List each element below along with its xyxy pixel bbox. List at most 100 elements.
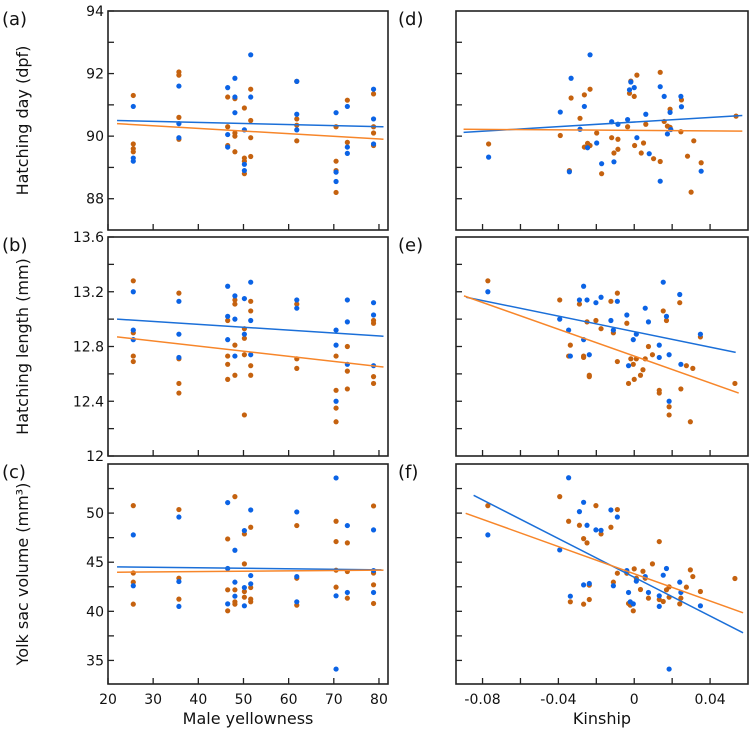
y-tick-label: 12.4 bbox=[73, 394, 104, 410]
data-point-orange bbox=[370, 320, 377, 326]
data-point-orange bbox=[333, 353, 339, 359]
panel-d: (d) bbox=[398, 9, 749, 231]
data-point-orange bbox=[344, 139, 350, 145]
data-point-orange bbox=[625, 380, 632, 387]
data-point-orange bbox=[577, 115, 583, 121]
data-point-blue bbox=[630, 601, 636, 607]
data-point-orange bbox=[657, 158, 663, 165]
data-point-orange bbox=[660, 598, 666, 605]
data-point-orange bbox=[176, 390, 182, 396]
data-point-orange bbox=[624, 320, 630, 326]
data-point-blue bbox=[344, 297, 350, 303]
y-tick-label: 50 bbox=[86, 506, 104, 522]
data-point-blue bbox=[634, 135, 640, 141]
data-point-orange bbox=[678, 595, 684, 601]
data-point-blue bbox=[344, 150, 350, 156]
data-point-orange bbox=[581, 354, 587, 361]
data-point-blue bbox=[598, 527, 604, 533]
panel-label: (c) bbox=[2, 462, 26, 483]
data-point-orange bbox=[567, 599, 573, 605]
data-point-blue bbox=[176, 578, 182, 585]
data-point-blue bbox=[645, 319, 652, 325]
data-point-blue bbox=[666, 352, 672, 358]
data-point-orange bbox=[333, 584, 339, 590]
data-point-orange bbox=[688, 189, 694, 195]
data-point-orange bbox=[690, 573, 696, 580]
data-point-blue bbox=[599, 161, 605, 167]
series-orange bbox=[485, 278, 738, 425]
data-point-orange bbox=[294, 522, 300, 529]
data-point-blue bbox=[248, 94, 254, 100]
data-point-blue bbox=[176, 603, 182, 610]
data-point-orange bbox=[370, 582, 377, 588]
y-tick-label: 94 bbox=[86, 4, 104, 20]
data-point-blue bbox=[557, 316, 563, 322]
data-point-orange bbox=[241, 105, 247, 111]
data-point-orange bbox=[333, 405, 339, 411]
data-point-orange bbox=[586, 374, 592, 380]
data-point-orange bbox=[557, 132, 563, 139]
data-point-blue bbox=[130, 532, 136, 538]
data-point-blue bbox=[625, 589, 632, 596]
data-point-blue bbox=[485, 289, 491, 295]
data-point-orange bbox=[241, 588, 247, 595]
data-point-blue bbox=[567, 593, 573, 599]
x-tick-label: 30 bbox=[144, 692, 162, 708]
data-point-blue bbox=[130, 103, 136, 110]
data-point-blue bbox=[614, 514, 620, 520]
data-point-blue bbox=[344, 103, 350, 110]
data-point-blue bbox=[344, 522, 350, 529]
data-point-blue bbox=[581, 103, 587, 110]
data-point-blue bbox=[678, 93, 684, 100]
data-point-orange bbox=[628, 356, 634, 362]
data-point-orange bbox=[225, 376, 231, 382]
data-point-blue bbox=[624, 312, 630, 318]
data-point-orange bbox=[630, 361, 636, 367]
y-tick-label: 92 bbox=[86, 67, 104, 83]
data-point-blue bbox=[225, 337, 231, 343]
data-point-blue bbox=[677, 579, 683, 585]
data-point-orange bbox=[687, 419, 693, 425]
data-point-orange bbox=[598, 531, 604, 537]
data-point-blue bbox=[333, 327, 339, 333]
data-point-blue bbox=[248, 317, 254, 324]
data-point-blue bbox=[370, 86, 377, 92]
data-point-orange bbox=[248, 363, 254, 369]
data-point-blue bbox=[232, 353, 238, 359]
data-point-orange bbox=[370, 503, 377, 509]
data-point-orange bbox=[656, 596, 662, 603]
data-point-blue bbox=[130, 289, 136, 295]
data-point-blue bbox=[344, 319, 350, 325]
data-point-blue bbox=[645, 589, 652, 596]
data-point-orange bbox=[225, 353, 231, 359]
data-point-blue bbox=[667, 109, 673, 115]
data-point-blue bbox=[633, 578, 639, 584]
data-point-blue bbox=[241, 603, 247, 609]
data-point-orange bbox=[344, 368, 350, 374]
data-point-blue bbox=[697, 331, 704, 337]
data-point-blue bbox=[656, 342, 662, 348]
data-point-blue bbox=[232, 316, 238, 322]
data-point-orange bbox=[225, 317, 231, 324]
data-point-blue bbox=[598, 294, 604, 300]
data-point-blue bbox=[593, 300, 599, 306]
data-point-blue bbox=[593, 527, 599, 533]
panel-label: (a) bbox=[2, 9, 27, 30]
fit-line-orange bbox=[116, 122, 384, 141]
panel-f: -0.08 -0.04 0 0.04 (f) Kinship bbox=[398, 462, 749, 728]
data-point-blue bbox=[225, 144, 231, 150]
x-tick-label: 0 bbox=[630, 692, 639, 708]
data-point-orange bbox=[232, 133, 238, 139]
data-point-blue bbox=[232, 94, 238, 100]
data-point-blue bbox=[294, 599, 300, 605]
data-point-blue bbox=[241, 295, 247, 302]
plot-frame bbox=[455, 236, 749, 457]
data-point-orange bbox=[678, 129, 684, 135]
data-point-orange bbox=[130, 149, 136, 155]
data-point-orange bbox=[660, 308, 666, 314]
data-point-orange bbox=[248, 153, 254, 160]
data-point-blue bbox=[232, 293, 238, 299]
y-tick-label: 90 bbox=[86, 129, 104, 145]
data-point-orange bbox=[232, 587, 238, 593]
data-point-orange bbox=[176, 290, 182, 296]
